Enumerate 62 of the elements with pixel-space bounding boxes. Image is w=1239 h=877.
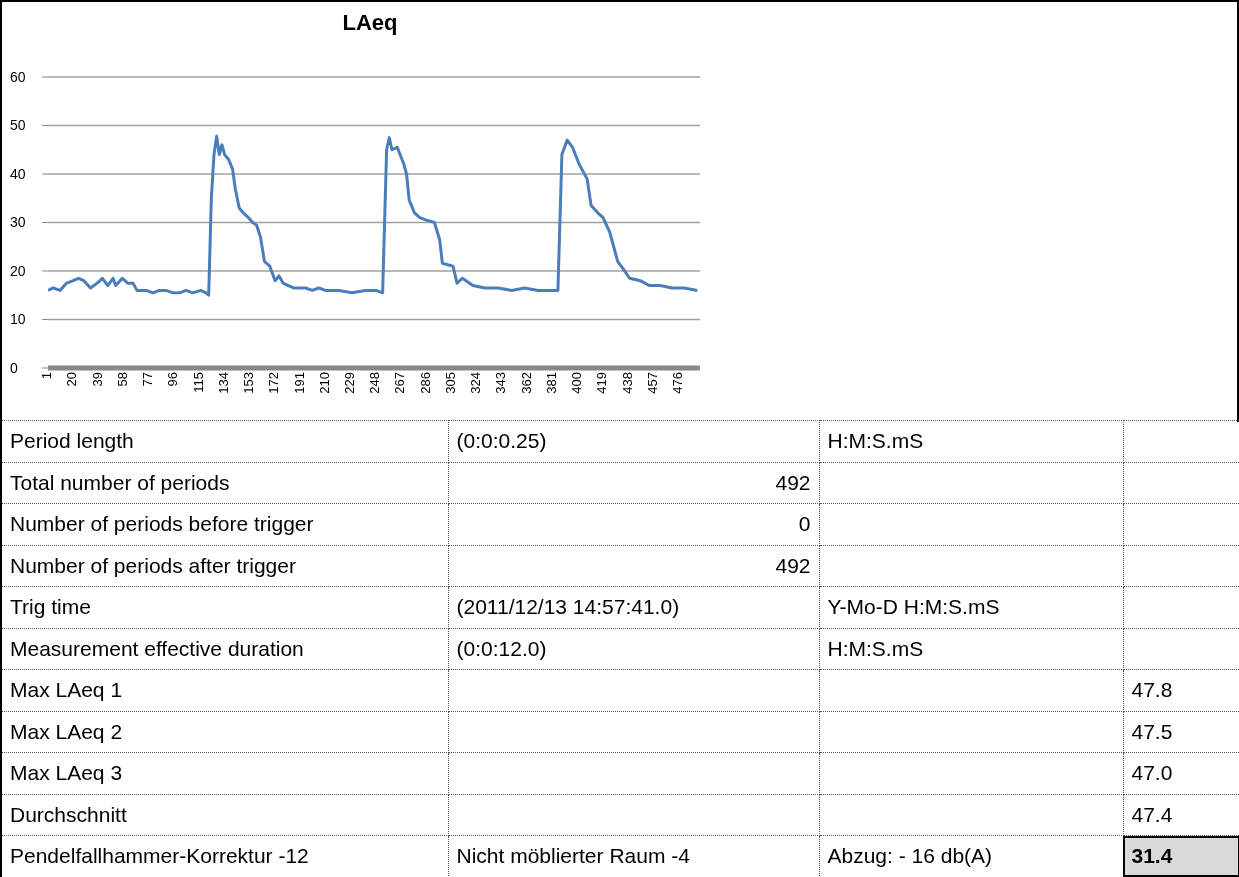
x-tick-label: 457 (644, 372, 660, 394)
x-tick-label: 58 (114, 372, 130, 387)
x-tick-label: 153 (241, 372, 257, 394)
x-tick-label: 286 (417, 372, 433, 394)
text: Max LAeq 3 (10, 761, 123, 785)
y-tick-label: 30 (10, 214, 26, 231)
x-tick-label: 172 (266, 372, 282, 394)
x-tick-label: 191 (291, 372, 307, 394)
text: 47.0 (1131, 761, 1173, 785)
x-tick-label: 210 (316, 372, 332, 394)
text: 0 (798, 512, 811, 536)
x-tick-label: 438 (619, 372, 635, 394)
x-tick-label: 381 (543, 372, 559, 394)
text: Max LAeq 1 (10, 678, 123, 702)
text: 492 (775, 470, 811, 494)
x-tick-label: 324 (468, 372, 484, 394)
x-tick-label: 134 (215, 372, 231, 394)
chart-title: LAeq (341, 10, 399, 36)
text: 47.5 (1131, 719, 1173, 743)
x-tick-label: 77 (140, 372, 156, 387)
line-series (48, 134, 699, 297)
x-tick-label: 20 (64, 372, 80, 387)
text: H:M:S.mS (827, 429, 924, 453)
y-tick-label: 60 (10, 68, 26, 85)
text: (0:0:12.0) (456, 636, 547, 660)
text: 492 (775, 553, 811, 577)
text: Pendelfallhammer-Korrektur -12 (10, 844, 309, 868)
y-tick-label: 0 (10, 359, 18, 376)
text: Period length (10, 429, 134, 453)
x-tick-label: 248 (367, 372, 383, 394)
text: 47.8 (1131, 678, 1173, 702)
x-tick-label: 305 (442, 372, 458, 394)
text: Max LAeq 2 (10, 719, 123, 743)
text: Measurement effective duration (10, 636, 304, 660)
x-tick-label: 96 (165, 372, 181, 387)
y-tick-label: 10 (10, 311, 26, 328)
x-tick-label: 39 (89, 372, 105, 387)
x-tick-label: 1 (39, 372, 55, 380)
text: 47.4 (1131, 802, 1173, 826)
y-tick-label: 50 (10, 117, 26, 134)
x-tick-label: 115 (190, 372, 206, 393)
x-tick-label: 343 (493, 372, 509, 394)
text: (0:0:0.25) (456, 429, 547, 453)
x-tick-label: 229 (341, 372, 357, 394)
x-tick-label: 476 (669, 372, 685, 394)
text: Nicht möblierter Raum -4 (456, 844, 690, 868)
y-tick-label: 40 (10, 165, 26, 182)
text: Number of periods after trigger (10, 553, 296, 577)
text: Number of periods before trigger (10, 512, 314, 536)
y-tick-label: 20 (10, 262, 26, 279)
text: 31.4 (1131, 844, 1173, 868)
text: Abzug: - 16 db(A) (827, 844, 993, 868)
text: Durchschnitt (10, 802, 127, 826)
text: Trig time (10, 595, 91, 619)
x-tick-label: 419 (594, 372, 610, 394)
text: Total number of periods (10, 470, 230, 494)
text: Y-Mo-D H:M:S.mS (827, 595, 1000, 619)
x-tick-label: 362 (518, 372, 534, 394)
x-tick-label: 400 (569, 372, 585, 394)
text: H:M:S.mS (827, 636, 924, 660)
x-tick-label: 267 (392, 372, 408, 394)
text: (2011/12/13 14:57:41.0) (456, 595, 680, 619)
